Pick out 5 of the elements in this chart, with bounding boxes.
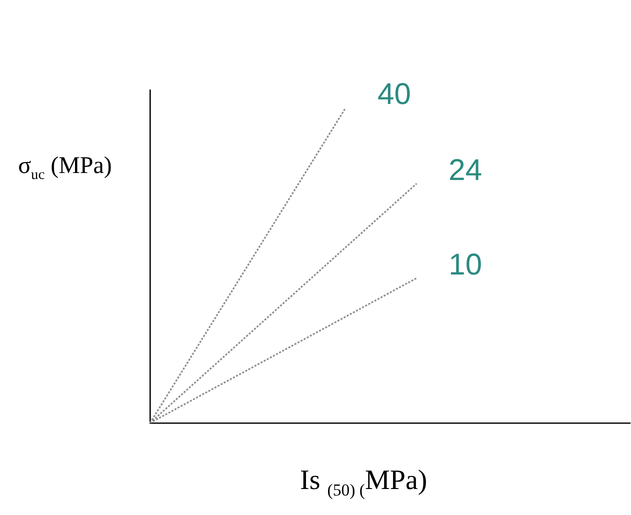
- y-axis-title: σ$_{uc}$ (MPa): [17, 152, 113, 185]
- series-label: 40: [378, 78, 411, 112]
- x-axis-title: Is $_{(50) (}$MPa): [300, 465, 428, 501]
- series-label: 10: [448, 248, 482, 282]
- series-label: 24: [448, 154, 482, 187]
